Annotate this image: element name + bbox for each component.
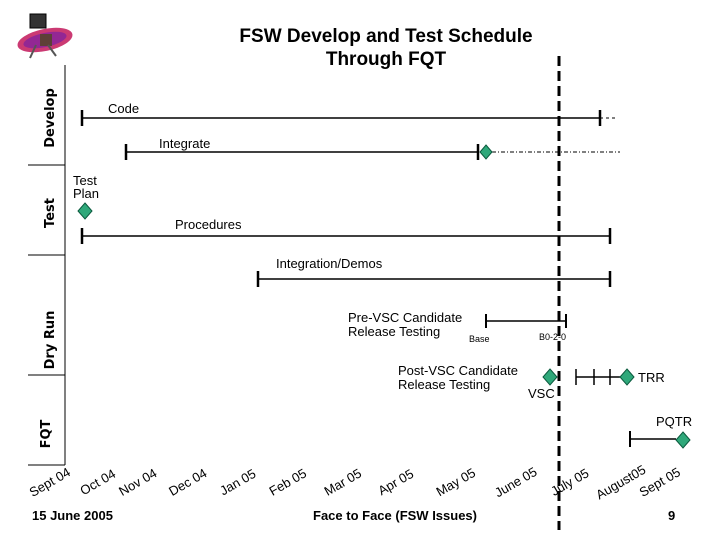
task-post-vsc-label-1: Post-VSC Candidate — [398, 363, 518, 378]
month-label: Jan 05 — [217, 466, 258, 499]
month-label: Sept 04 — [27, 464, 73, 499]
task-integration-demos-label: Integration/Demos — [276, 256, 383, 271]
task-integrate-bar — [124, 144, 620, 160]
month-label: June 05 — [492, 464, 540, 500]
footer-page-number: 9 — [668, 508, 675, 523]
section-dry-run: Dry Run — [43, 311, 58, 370]
section-test: Test — [43, 198, 58, 228]
task-code-label: Code — [108, 101, 139, 116]
pqtr-label: PQTR — [656, 414, 692, 429]
pqtr-milestone — [675, 431, 691, 449]
task-code-bar — [80, 110, 616, 126]
mission-logo — [17, 13, 73, 59]
task-test-plan-label-1: Test — [73, 173, 97, 188]
month-label: Apr 05 — [375, 466, 416, 498]
month-label: Mar 05 — [321, 465, 364, 498]
b020-label: B0-2-0 — [539, 332, 566, 342]
month-label: May 05 — [434, 465, 478, 499]
task-procedures-label: Procedures — [175, 217, 242, 232]
test-plan-milestone — [77, 202, 93, 220]
task-post-vsc-label-2: Release Testing — [398, 377, 490, 392]
section-fqt: FQT — [39, 419, 54, 448]
month-label: Nov 04 — [116, 465, 159, 499]
task-pqtr-bar — [629, 431, 676, 447]
vsc-milestone — [542, 368, 558, 386]
title-line-2: Through FQT — [326, 49, 447, 70]
trr-milestone — [619, 368, 635, 386]
integrate-milestone — [479, 144, 493, 160]
task-procedures-bar — [80, 228, 612, 244]
footer-date: 15 June 2005 — [32, 508, 113, 523]
task-pre-vsc-label-2: Release Testing — [348, 324, 440, 339]
task-pre-vsc-bar — [485, 314, 567, 328]
section-develop: Develop — [43, 88, 58, 148]
footer-meeting: Face to Face (FSW Issues) — [313, 508, 477, 523]
month-label: Feb 05 — [266, 465, 309, 498]
month-label: August05 — [593, 462, 648, 502]
month-label: Dec 04 — [166, 465, 209, 499]
month-label: Oct 04 — [77, 466, 118, 498]
base-label: Base — [469, 334, 490, 344]
title-line-1: FSW Develop and Test Schedule — [239, 26, 532, 47]
vsc-label: VSC — [528, 386, 555, 401]
month-label: July 05 — [548, 465, 591, 499]
trr-label: TRR — [638, 370, 665, 385]
task-integrate-label: Integrate — [159, 136, 210, 151]
task-integration-demos-bar — [256, 271, 612, 287]
task-post-vsc-bar — [575, 369, 620, 385]
task-test-plan-label-2: Plan — [73, 186, 99, 201]
task-pre-vsc-label-1: Pre-VSC Candidate — [348, 310, 462, 325]
